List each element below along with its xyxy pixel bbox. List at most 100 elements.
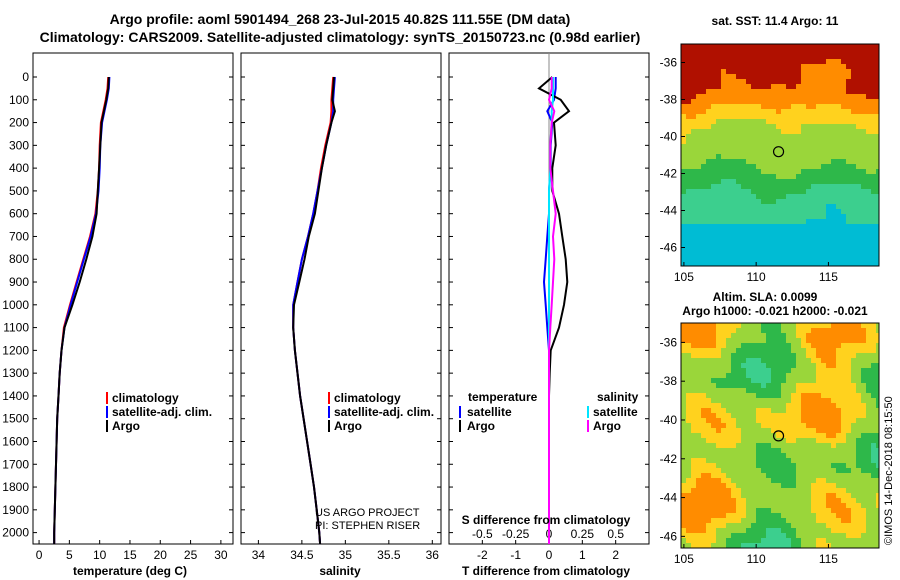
map-cell [796,84,801,89]
map-cell [756,473,761,478]
map-cell [851,468,856,473]
map-cell [856,114,861,119]
map-cell [841,448,846,453]
map-cell [796,468,801,473]
map-cell [866,538,871,543]
map-cell [856,209,861,214]
map-cell [746,249,751,254]
map-cell [716,244,721,249]
map-cell [811,493,816,498]
map-cell [761,398,766,403]
map-cell [761,383,766,388]
credit-line-1: US ARGO PROJECT [315,507,420,519]
title-line-1: Argo profile: aoml 5901494_268 23-Jul-20… [109,11,571,27]
map-cell [851,413,856,418]
map-cell [721,224,726,229]
map-cell [801,328,806,333]
map-cell [776,249,781,254]
map-cell [866,54,871,59]
map-cell [876,543,879,548]
map-cell [741,234,746,239]
map-cell [771,363,776,368]
map-cell [806,49,811,54]
map-cell [696,119,701,124]
map-cell [776,54,781,59]
map-cell [816,513,821,518]
map-cell [806,54,811,59]
map-cell [686,453,691,458]
map-cell [831,159,836,164]
map-cell [786,368,791,373]
map-cell [816,89,821,94]
map-cell [696,219,701,224]
map-cell [776,94,781,99]
map-cell [871,114,876,119]
map-cell [686,413,691,418]
map-cell [841,44,846,49]
map-cell [731,378,736,383]
map-cell [681,259,686,264]
map-cell [721,129,726,134]
map-cell [711,328,716,333]
map-cell [766,503,771,508]
map-cell [771,403,776,408]
map-cell [701,99,706,104]
map-cell [876,503,879,508]
map-cell [846,164,851,169]
map-cell [766,234,771,239]
map-cell [711,179,716,184]
map-cell [776,99,781,104]
map-cell [706,338,711,343]
map-cell [871,194,876,199]
map-cell [806,239,811,244]
map-cell [811,194,816,199]
map-cell [706,109,711,114]
map-cell [811,169,816,174]
map-cell [731,184,736,189]
map-cell [836,333,841,338]
map-cell [786,388,791,393]
map-cell [711,538,716,543]
map-cell [841,239,846,244]
map-cell [716,343,721,348]
map-cell [871,448,876,453]
map-cell [736,199,741,204]
map-cell [866,488,871,493]
map-cell [841,413,846,418]
map-cell [696,518,701,523]
map-cell [866,249,871,254]
map-cell [746,533,751,538]
map-cell [801,249,806,254]
map-cell [761,99,766,104]
map-cell [716,423,721,428]
map-cell [796,154,801,159]
map-cell [696,124,701,129]
map-cell [761,348,766,353]
map-cell [711,348,716,353]
map-cell [846,84,851,89]
map-cell [846,139,851,144]
map-cell [861,413,866,418]
map-cell [781,234,786,239]
map-cell [746,69,751,74]
map-cell [851,179,856,184]
map-cell [791,109,796,114]
map-cell [826,453,831,458]
map-cell [711,528,716,533]
map-cell [746,383,751,388]
map-cell [716,398,721,403]
map-cell [731,199,736,204]
map-cell [701,124,706,129]
map-cell [796,59,801,64]
map-cell [861,503,866,508]
map-cell [696,463,701,468]
map-cell [751,523,756,528]
map-cell [831,438,836,443]
map-cell [861,164,866,169]
map-cell [701,418,706,423]
map-cell [866,214,871,219]
map-cell [871,353,876,358]
map-cell [826,493,831,498]
map-cell [826,428,831,433]
map-cell [866,184,871,189]
